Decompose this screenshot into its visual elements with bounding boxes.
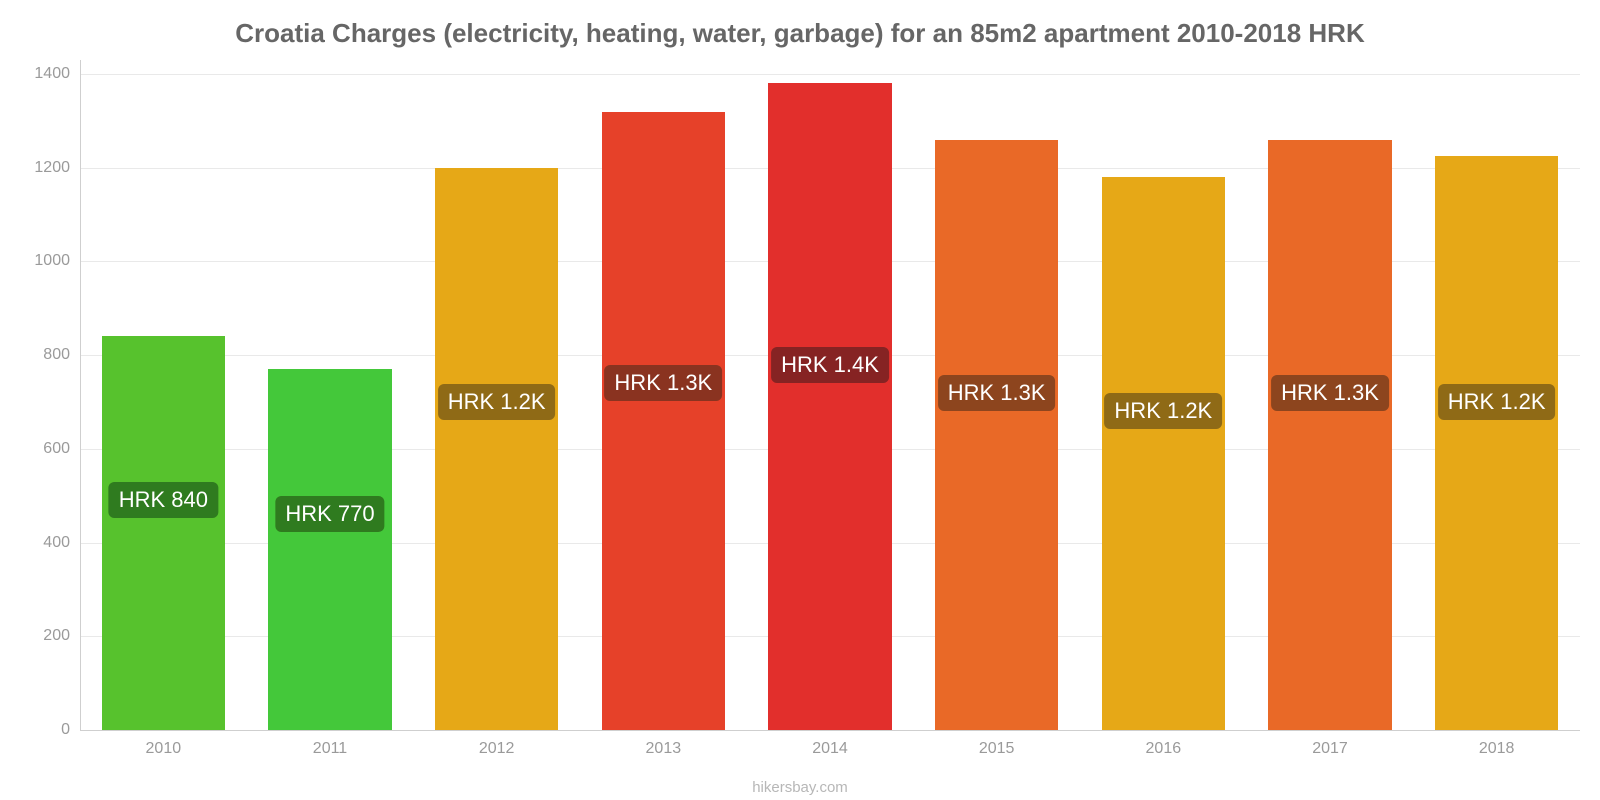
bar	[1268, 140, 1391, 730]
bar-value-label: HRK 1.4K	[771, 347, 889, 383]
bar	[268, 369, 391, 730]
bar	[1435, 156, 1558, 730]
bar-value-label: HRK 1.3K	[938, 375, 1056, 411]
y-tick-label: 0	[61, 721, 80, 739]
bar-value-label: HRK 1.3K	[604, 365, 722, 401]
x-tick-label: 2013	[646, 730, 682, 758]
x-tick-label: 2010	[146, 730, 182, 758]
bar	[102, 336, 225, 730]
y-tick-label: 400	[43, 534, 80, 552]
bar-value-label: HRK 840	[109, 482, 218, 518]
x-tick-label: 2016	[1146, 730, 1182, 758]
bar-value-label: HRK 1.2K	[1104, 393, 1222, 429]
bar-value-label: HRK 1.3K	[1271, 375, 1389, 411]
x-tick-label: 2017	[1312, 730, 1348, 758]
y-tick-label: 1200	[34, 159, 80, 177]
x-tick-label: 2012	[479, 730, 515, 758]
y-tick-label: 1000	[34, 252, 80, 270]
bar	[1102, 177, 1225, 730]
x-tick-label: 2015	[979, 730, 1015, 758]
bar	[935, 140, 1058, 730]
bar-value-label: HRK 1.2K	[1438, 384, 1556, 420]
y-tick-label: 800	[43, 346, 80, 364]
chart-footer: hikersbay.com	[0, 779, 1600, 796]
bar-value-label: HRK 1.2K	[438, 384, 556, 420]
grid-line	[80, 74, 1580, 75]
bar	[768, 83, 891, 730]
y-tick-label: 600	[43, 440, 80, 458]
y-tick-label: 1400	[34, 65, 80, 83]
bar	[435, 168, 558, 730]
bar	[602, 112, 725, 730]
y-axis-line	[80, 60, 81, 730]
x-tick-label: 2011	[313, 730, 347, 758]
bar-value-label: HRK 770	[275, 496, 384, 532]
x-tick-label: 2014	[812, 730, 848, 758]
chart-title: Croatia Charges (electricity, heating, w…	[0, 18, 1600, 49]
x-tick-label: 2018	[1479, 730, 1515, 758]
y-tick-label: 200	[43, 627, 80, 645]
plot-area: 02004006008001000120014002010HRK 8402011…	[80, 60, 1580, 730]
chart-container: Croatia Charges (electricity, heating, w…	[0, 0, 1600, 800]
